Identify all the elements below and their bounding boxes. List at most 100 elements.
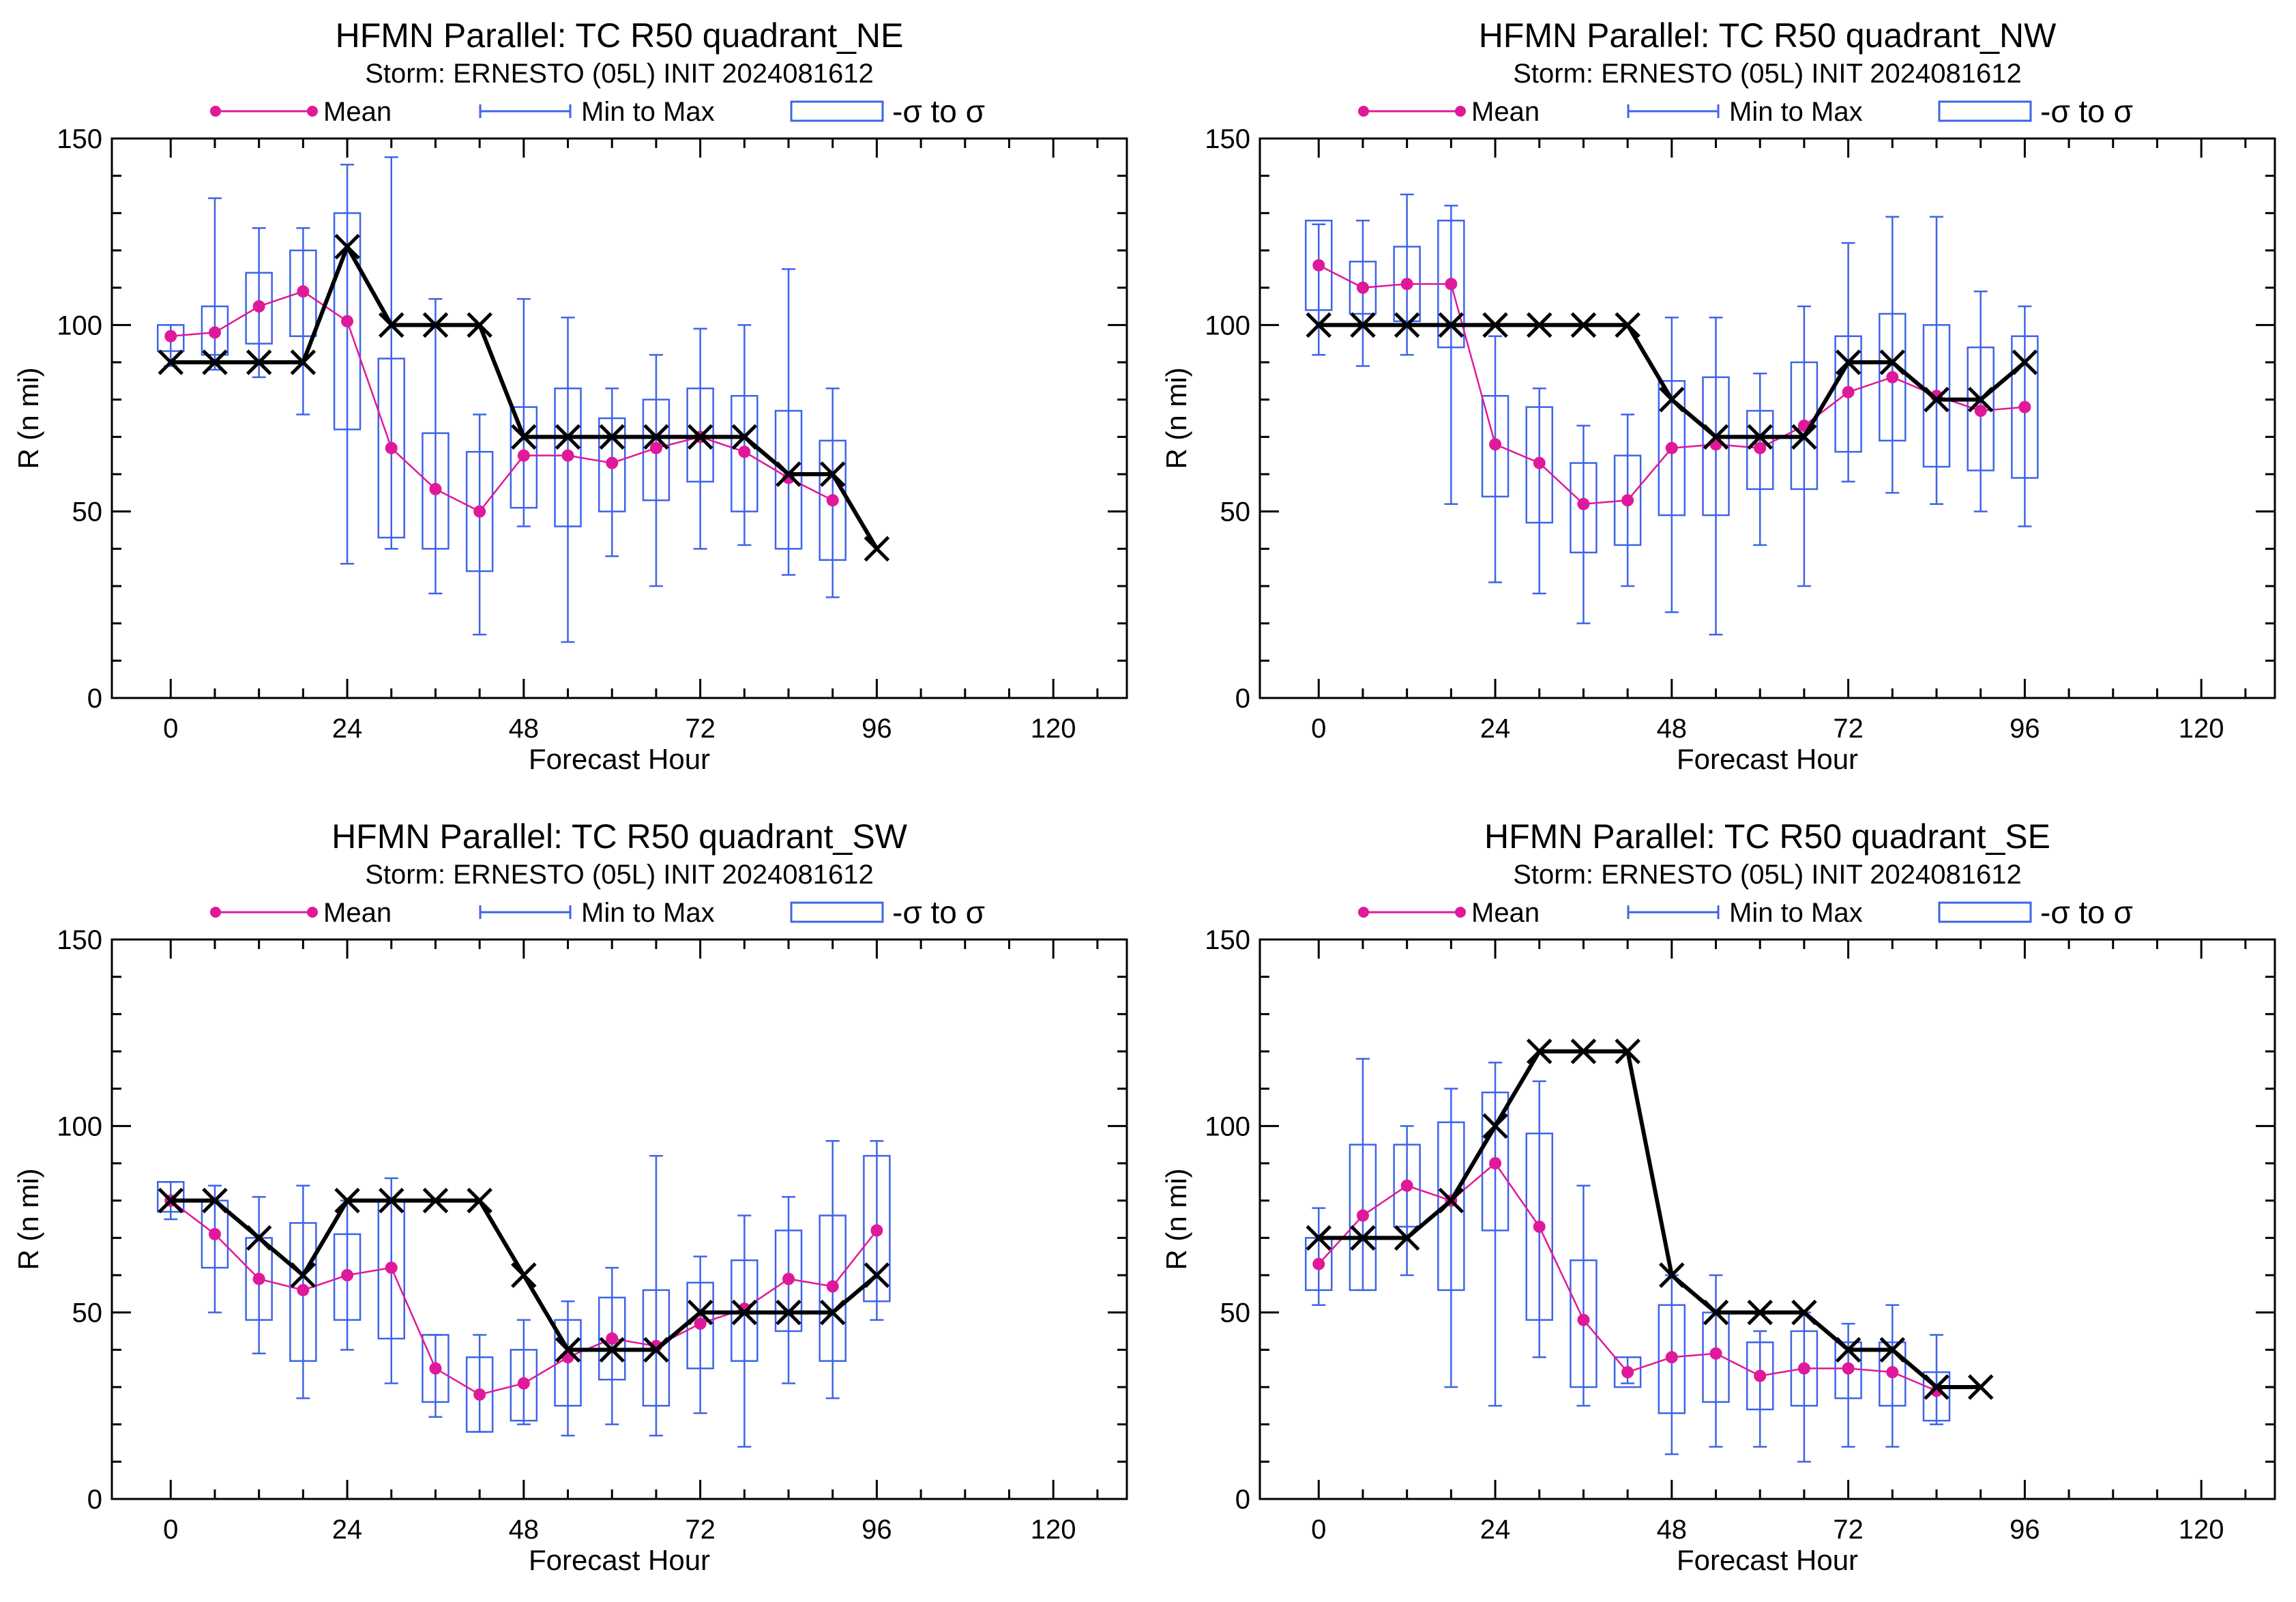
- minmax-whiskers: [164, 1139, 884, 1448]
- best-track-point: [334, 233, 360, 260]
- mean-point: [164, 330, 177, 343]
- mean-point: [1754, 1369, 1767, 1382]
- x-tick-label: 0: [1311, 714, 1326, 744]
- mean-point: [606, 456, 619, 469]
- plot-frame: [111, 137, 1128, 699]
- sigma-box: [819, 439, 847, 561]
- sigma-box: [1658, 1304, 1686, 1414]
- sigma-box: [1746, 409, 1774, 491]
- best-track-point: [1703, 424, 1729, 450]
- chart-panel-4: HFMN Parallel: TC R50 quadrant_SE Storm: …: [1160, 817, 2276, 1576]
- best-track-point: [1526, 1038, 1552, 1064]
- best-track-point: [1350, 1225, 1376, 1251]
- sigma-box: [1834, 335, 1862, 453]
- mean-point: [1621, 1366, 1634, 1379]
- legend: Mean Min to Max -σ to σ: [1358, 894, 2133, 930]
- best-track-point: [1306, 1225, 1332, 1251]
- best-track-point: [1659, 1262, 1685, 1288]
- mean-point: [208, 1227, 221, 1240]
- sigma-box: [1305, 220, 1333, 311]
- legend-sigma-label: -σ to σ: [892, 894, 985, 930]
- legend-sigma-box: [790, 901, 884, 923]
- mean-point: [1842, 1362, 1855, 1375]
- best-track-point: [1791, 1299, 1817, 1326]
- sigma-box: [377, 358, 405, 539]
- mean-point: [297, 1283, 310, 1296]
- legend-sigma-label: -σ to σ: [2040, 93, 2133, 129]
- mean-point: [1356, 281, 1369, 294]
- legend: Mean Min to Max -σ to σ: [1358, 93, 2133, 129]
- sigma-boxes: [1305, 1091, 1951, 1422]
- legend-sigma-box: [790, 100, 884, 122]
- chart-title: HFMN Parallel: TC R50 quadrant_NE: [336, 16, 904, 55]
- mean-point: [1445, 278, 1458, 291]
- legend-mean-marker: [210, 106, 221, 117]
- x-tick-label: 72: [1833, 1515, 1864, 1545]
- mean-point: [1489, 438, 1502, 451]
- best-track-point: [1350, 312, 1376, 338]
- mean-line: [171, 290, 834, 513]
- x-tick-label: 96: [2010, 1515, 2040, 1545]
- best-track-point: [1659, 386, 1685, 413]
- y-tick-label: 50: [1220, 497, 1251, 527]
- mean-point: [606, 1332, 619, 1345]
- legend-mean-marker: [307, 106, 318, 117]
- best-track-point: [202, 1187, 228, 1214]
- legend-mean-marker: [210, 907, 221, 918]
- legend-minmax-label: Min to Max: [1729, 898, 1863, 928]
- plot-frame: [111, 938, 1128, 1500]
- best-track-point: [1482, 312, 1508, 338]
- sigma-box: [465, 450, 494, 572]
- sigma-box: [157, 324, 185, 352]
- chart-subtitle: Storm: ERNESTO (05L) INIT 2024081612: [365, 860, 874, 890]
- best-track-point: [555, 424, 581, 450]
- legend-mean-label: Mean: [1471, 898, 1540, 928]
- best-track-point: [819, 461, 846, 487]
- mean-point: [1974, 405, 1987, 418]
- legend-mean-marker: [1358, 907, 1369, 918]
- y-axis: 0 50 100 150 R (n mi): [12, 925, 1127, 1515]
- best-track-point: [643, 424, 669, 450]
- mean-point: [1533, 1220, 1546, 1233]
- mean-point: [1665, 441, 1678, 454]
- mean-point: [1489, 1157, 1502, 1169]
- plot-frame: [1259, 938, 2276, 1500]
- mean-point: [297, 285, 310, 298]
- mean-point: [738, 446, 751, 458]
- mean-point: [1312, 1257, 1325, 1270]
- best-track-point: [1394, 1225, 1420, 1251]
- y-tick-label: 150: [1205, 124, 1250, 154]
- sigma-box: [1349, 1144, 1377, 1292]
- mean-point: [1577, 1313, 1590, 1326]
- mean-point: [473, 505, 486, 518]
- sigma-box: [1746, 1341, 1774, 1411]
- legend-sigma-box: [1938, 901, 2032, 923]
- best-track-point: [1615, 1038, 1640, 1064]
- sigma-box: [1570, 1259, 1598, 1388]
- x-axis-label: Forecast Hour: [529, 743, 710, 775]
- sigma-box: [774, 409, 803, 550]
- mean-point: [1842, 385, 1855, 398]
- y-axis-label: R (n mi): [12, 1168, 44, 1270]
- y-tick-label: 0: [87, 684, 102, 714]
- best-track-point: [246, 1225, 272, 1251]
- y-tick-label: 0: [1235, 684, 1250, 714]
- mean-point: [782, 1272, 795, 1285]
- x-tick-label: 120: [1031, 1515, 1076, 1545]
- y-tick-label: 100: [1205, 1111, 1250, 1141]
- chart-subtitle: Storm: ERNESTO (05L) INIT 2024081612: [1513, 59, 2022, 89]
- mean-point: [473, 1388, 486, 1401]
- mean-series: [1312, 1157, 1943, 1397]
- legend-sigma-label: -σ to σ: [2040, 894, 2133, 930]
- sigma-box: [1393, 1144, 1421, 1228]
- x-tick-label: 24: [332, 1515, 363, 1545]
- best-track-point: [687, 424, 713, 450]
- x-tick-label: 48: [1657, 1515, 1688, 1545]
- sigma-box: [1922, 324, 1951, 468]
- sigma-box: [1879, 312, 1907, 442]
- best-track-point: [1924, 1374, 1949, 1400]
- mean-point: [1665, 1351, 1678, 1364]
- x-axis-label: Forecast Hour: [529, 1544, 710, 1576]
- sigma-box: [1613, 454, 1642, 547]
